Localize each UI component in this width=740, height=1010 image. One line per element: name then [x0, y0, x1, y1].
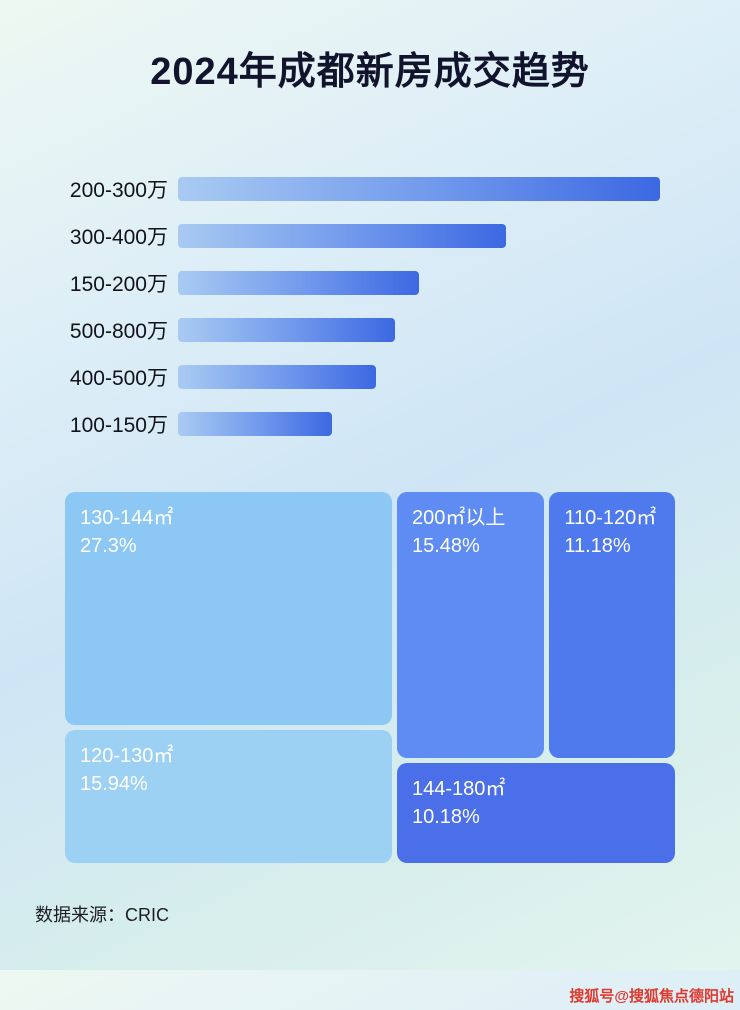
treemap-block-value: 10.18%	[411, 806, 480, 828]
watermark: 搜狐号@搜狐焦点德阳站	[569, 988, 734, 1005]
bar-track	[178, 224, 660, 248]
bar-track	[178, 318, 660, 342]
bar-row: 200-300万	[35, 177, 660, 202]
page-title: 2024年成都新房成交趋势	[150, 51, 590, 93]
treemap-block-label: 120-130㎡	[80, 745, 174, 767]
price-range-bar-chart: 200-300万 300-400万 150-200万 500-800万 400-…	[0, 177, 740, 437]
bar	[178, 177, 660, 201]
bar-category-label: 150-200万	[69, 273, 168, 296]
treemap-block-130-144: 130-144㎡ 27.3%	[65, 492, 392, 725]
bar	[178, 224, 506, 248]
treemap-block-120-130: 120-130㎡ 15.94%	[65, 730, 392, 863]
treemap-top-row: 200㎡以上 15.48% 110-120㎡ 11.18%	[396, 492, 675, 758]
bar-row: 150-200万	[35, 271, 660, 296]
bar-row: 500-800万	[35, 318, 660, 343]
treemap-block-144-180: 144-180㎡ 10.18%	[396, 763, 675, 863]
treemap-block-label: 130-144㎡	[80, 507, 174, 529]
treemap-block-value: 15.94%	[80, 773, 148, 795]
treemap-right-column: 200㎡以上 15.48% 110-120㎡ 11.18% 144-180㎡ 1…	[396, 492, 675, 863]
treemap-block-200-plus: 200㎡以上 15.48%	[396, 492, 545, 758]
treemap-block-value: 27.3%	[80, 535, 137, 557]
bar-category-label: 200-300万	[69, 179, 168, 202]
bar-category-label: 500-800万	[69, 320, 168, 343]
area-treemap: 130-144㎡ 27.3% 120-130㎡ 15.94% 200㎡以上 15…	[65, 492, 675, 863]
bar	[178, 412, 333, 436]
treemap-block-value: 11.18%	[564, 535, 631, 557]
bar-track	[178, 271, 660, 295]
treemap-block-value: 15.48%	[411, 535, 480, 557]
treemap-block-label: 110-120㎡	[564, 507, 657, 529]
bar	[178, 365, 376, 389]
bar-row: 400-500万	[35, 365, 660, 390]
treemap-block-label: 144-180㎡	[411, 778, 506, 800]
bar-category-label: 100-150万	[69, 414, 168, 437]
data-source-note: 数据来源：CRIC	[35, 905, 169, 925]
treemap-left-column: 130-144㎡ 27.3% 120-130㎡ 15.94%	[65, 492, 392, 863]
bar	[178, 318, 395, 342]
bar-category-label: 400-500万	[69, 367, 168, 390]
bar-category-label: 300-400万	[69, 226, 168, 249]
bar	[178, 271, 419, 295]
bar-track	[178, 365, 660, 389]
treemap-block-label: 200㎡以上	[411, 507, 506, 529]
bar-row: 100-150万	[35, 412, 660, 437]
bar-track	[178, 177, 660, 201]
bar-track	[178, 412, 660, 436]
treemap-block-110-120: 110-120㎡ 11.18%	[549, 492, 675, 758]
bar-row: 300-400万	[35, 224, 660, 249]
